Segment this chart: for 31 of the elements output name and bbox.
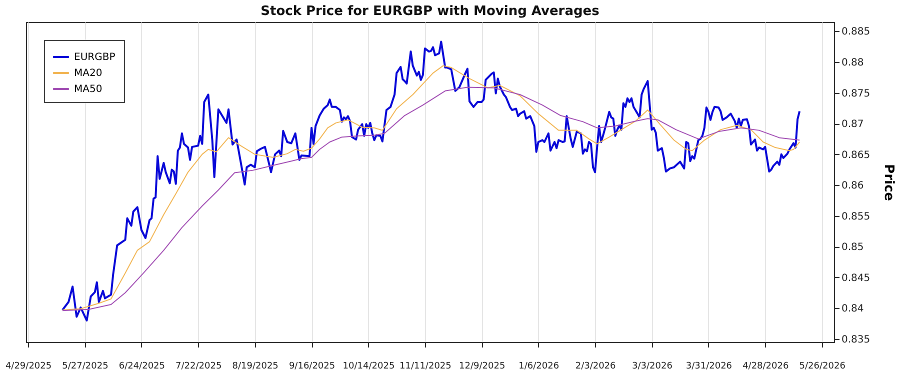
y-tick-label: 0.835 xyxy=(842,334,870,346)
x-tick-label: 6/24/2025 xyxy=(118,362,166,372)
y-tick-label: 0.855 xyxy=(842,211,870,222)
x-tick-label: 9/16/2025 xyxy=(288,362,336,372)
x-tick-label: 1/6/2026 xyxy=(518,362,560,372)
x-tick-label: 5/27/2025 xyxy=(62,362,108,372)
y-tick-label: 0.875 xyxy=(842,88,870,100)
y-tick-label: 0.845 xyxy=(842,272,870,284)
x-tick-label: 12/9/2025 xyxy=(459,362,506,372)
x-tick-label: 10/14/2025 xyxy=(342,362,395,372)
x-tick-label: 4/28/2026 xyxy=(742,362,789,372)
x-tick-label: 11/11/2025 xyxy=(400,362,452,372)
x-tick-label: 8/19/2025 xyxy=(232,362,278,372)
x-tick-label: 4/29/2025 xyxy=(5,362,52,372)
x-tick-label: 7/22/2025 xyxy=(176,362,222,372)
y-tick-label: 0.885 xyxy=(842,26,870,38)
y-tick-label: 0.87 xyxy=(842,119,864,130)
legend-label: MA20 xyxy=(74,68,102,79)
x-tick-label: 3/31/2026 xyxy=(686,362,732,372)
y-tick-label: 0.86 xyxy=(842,180,864,192)
y-tick-label: 0.84 xyxy=(842,304,864,315)
legend-label: MA50 xyxy=(74,84,102,95)
legend-label: EURGBP xyxy=(74,52,116,63)
x-tick-label: 3/3/2026 xyxy=(632,362,673,372)
chart-title: Stock Price for EURGBP with Moving Averages xyxy=(260,4,600,19)
y-tick-label: 0.88 xyxy=(842,58,864,68)
y-axis-title: Price xyxy=(881,164,896,202)
x-tick-label: 2/3/2026 xyxy=(575,362,616,372)
x-tick-label: 5/26/2026 xyxy=(799,362,846,372)
y-tick-label: 0.865 xyxy=(842,150,870,161)
y-tick-label: 0.85 xyxy=(842,242,864,254)
